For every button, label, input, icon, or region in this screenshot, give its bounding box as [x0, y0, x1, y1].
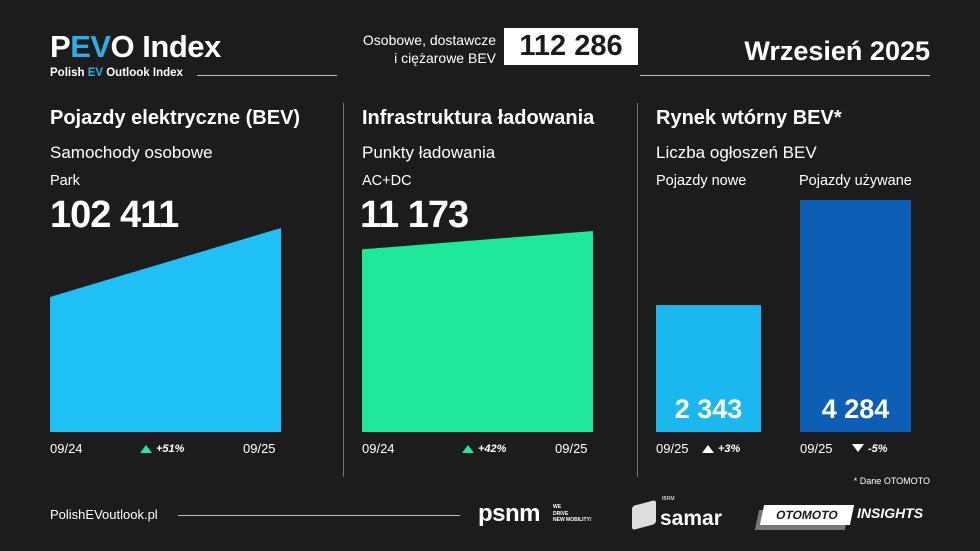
ibrm-label: IBRM — [662, 496, 675, 502]
triangle-up-icon — [702, 445, 714, 453]
bar-label-new: Pojazdy nowe — [656, 173, 747, 189]
change-label: -5% — [852, 443, 888, 455]
bar-value-used: 4 284 — [821, 394, 890, 424]
section-subtitle: Samochody osobowe — [50, 143, 213, 162]
change-value: +42% — [478, 443, 507, 455]
metric-label: AC+DC — [362, 173, 412, 189]
pevo-logo: PEVO Index — [50, 29, 221, 64]
section-title-infra: Infrastruktura ładowania — [362, 107, 595, 129]
section-subtitle: Liczba ogłoszeń BEV — [656, 143, 817, 162]
change-label: +51% — [140, 443, 184, 455]
bar-label-used: Pojazdy używane — [799, 173, 912, 189]
triangle-up-icon — [140, 445, 152, 453]
website-link[interactable]: PolishEVoutlook.pl — [50, 507, 158, 522]
total-label-line2: i ciężarowe BEV — [394, 50, 496, 66]
change-value: -5% — [868, 443, 888, 455]
divider — [640, 75, 930, 76]
metric-value: 102 411 — [50, 194, 179, 236]
footnote: * Dane OTOMOTO — [853, 476, 930, 486]
logo-subtitle: Polish EV Outlook Index — [50, 67, 183, 79]
metric-label: Park — [50, 173, 80, 189]
insights-logo: INSIGHTS — [857, 505, 924, 521]
bar-date: 09/25 — [800, 441, 833, 456]
section-title-secondary: Rynek wtórny BEV* — [656, 107, 842, 129]
triangle-down-icon — [852, 444, 864, 452]
change-value: +3% — [718, 443, 741, 455]
total-label: Osobowe, dostawcze i ciężarowe BEV — [330, 31, 496, 67]
x-tick-end: 09/25 — [243, 441, 276, 456]
bar-new — [656, 305, 761, 432]
metric-value: 11 173 — [360, 194, 469, 236]
x-tick-end: 09/25 — [555, 441, 588, 456]
samar-logo: samar — [660, 507, 722, 530]
divider — [343, 103, 344, 477]
section-title-bev: Pojazdy elektryczne (BEV) — [50, 107, 301, 129]
bev-area — [50, 228, 281, 432]
bar-value-new: 2 343 — [674, 394, 743, 424]
divider — [637, 103, 638, 477]
change-label: +42% — [462, 443, 506, 455]
triangle-up-icon — [462, 445, 474, 453]
bar-date: 09/25 — [656, 441, 689, 456]
x-tick-start: 09/24 — [362, 441, 395, 456]
change-value: +51% — [156, 443, 185, 455]
month-title: Wrzesień 2025 — [744, 36, 930, 66]
x-tick-start: 09/24 — [50, 441, 83, 456]
section-subtitle: Punkty ładowania — [362, 143, 496, 162]
otomoto-logo: OTOMOTO — [759, 505, 855, 525]
total-value: 112 286 — [504, 28, 638, 65]
total-label-line1: Osobowe, dostawcze — [362, 32, 496, 48]
infra-area — [362, 231, 593, 432]
divider — [197, 75, 337, 76]
divider — [178, 515, 460, 516]
bar-used — [800, 200, 911, 432]
psnm-logo: psnm — [478, 500, 541, 527]
psnm-tagline: WE DRIVE NEW MOBILITY! — [553, 504, 592, 523]
change-label: +3% — [702, 443, 740, 455]
